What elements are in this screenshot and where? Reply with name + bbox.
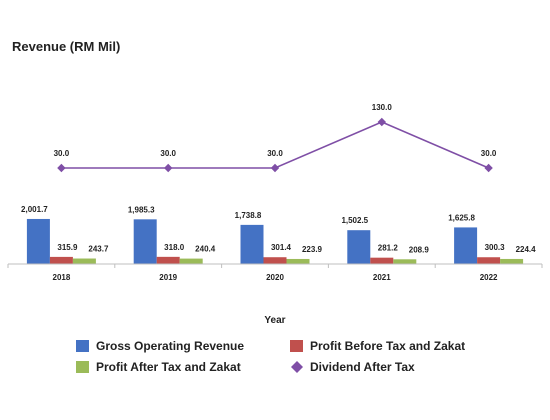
data-label-profit-before-tax-and-zakat-2020: 301.4 [271,243,292,252]
data-label-dividend-after-tax-2018: 30.0 [54,149,70,158]
data-label-profit-before-tax-and-zakat-2018: 315.9 [57,243,78,252]
marker-dividend-after-tax-2021 [377,117,386,127]
legend-swatch-dividend-after-tax [291,361,303,373]
bar-profit-after-tax-and-zakat-2021 [393,259,417,264]
x-tick-label-2022: 2022 [480,273,498,282]
data-label-profit-before-tax-and-zakat-2021: 281.2 [378,244,399,253]
chart-title: Revenue (RM Mil) [12,39,120,54]
data-label-gross-operating-revenue-2018: 2,001.7 [21,205,48,214]
data-label-gross-operating-revenue-2021: 1,502.5 [341,216,368,225]
bar-profit-after-tax-and-zakat-2020 [286,258,310,264]
data-label-dividend-after-tax-2019: 30.0 [160,149,176,158]
data-label-gross-operating-revenue-2020: 1,738.8 [235,211,262,220]
bars-layer: 2,001.7 315.9 243.7 1,985.3 318.0 240.4 1,738.… [21,205,536,264]
data-label-profit-after-tax-and-zakat-2021: 208.9 [409,245,430,254]
data-label-dividend-after-tax-2021: 130.0 [372,103,393,112]
legend-label-dividend-after-tax: Dividend After Tax [310,360,415,374]
bar-gross-operating-revenue-2018 [26,218,50,264]
legend-swatch-profit-before-tax-and-zakat [290,340,303,352]
bar-profit-before-tax-and-zakat-2019 [156,256,180,264]
data-label-profit-before-tax-and-zakat-2022: 300.3 [485,243,506,252]
x-axis: 2018 2019 2020 2021 2022 [7,263,543,282]
marker-dividend-after-tax-2019 [164,163,173,173]
data-label-gross-operating-revenue-2022: 1,625.8 [448,213,475,222]
bar-profit-after-tax-and-zakat-2019 [179,258,203,264]
data-label-profit-after-tax-and-zakat-2020: 223.9 [302,245,323,254]
legend-label-profit-after-tax-and-zakat: Profit After Tax and Zakat [96,360,241,374]
x-axis-title: Year [264,315,285,326]
legend: Gross Operating Revenue Profit Before Tax… [76,339,465,374]
data-label-profit-after-tax-and-zakat-2019: 240.4 [195,245,216,254]
x-tick-label-2021: 2021 [373,273,391,282]
legend-label-profit-before-tax-and-zakat: Profit Before Tax and Zakat [310,339,465,353]
bar-profit-before-tax-and-zakat-2018 [49,256,73,264]
bar-profit-before-tax-and-zakat-2021 [370,257,394,264]
data-label-dividend-after-tax-2022: 30.0 [481,149,497,158]
bar-gross-operating-revenue-2019 [133,219,157,264]
dividend-line-layer: 30.0 30.0 30.0 130.0 30.0 [54,103,497,173]
marker-dividend-after-tax-2018 [57,163,66,173]
line-dividend-after-tax [61,121,489,169]
bar-profit-after-tax-and-zakat-2022 [500,258,524,264]
data-label-profit-after-tax-and-zakat-2018: 243.7 [88,245,109,254]
legend-swatch-profit-after-tax-and-zakat [76,361,89,373]
data-label-dividend-after-tax-2020: 30.0 [267,149,283,158]
legend-label-gross-operating-revenue: Gross Operating Revenue [96,339,244,353]
data-label-gross-operating-revenue-2019: 1,985.3 [128,205,155,214]
bar-gross-operating-revenue-2022 [454,227,478,264]
marker-dividend-after-tax-2022 [484,163,493,173]
bar-profit-before-tax-and-zakat-2020 [263,257,287,264]
x-tick-label-2019: 2019 [159,273,177,282]
bar-gross-operating-revenue-2021 [347,230,371,264]
data-label-profit-before-tax-and-zakat-2019: 318.0 [164,243,185,252]
bar-profit-after-tax-and-zakat-2018 [72,258,96,264]
legend-swatch-gross-operating-revenue [76,340,89,352]
data-label-profit-after-tax-and-zakat-2022: 224.4 [516,245,537,254]
marker-dividend-after-tax-2020 [270,163,280,173]
bar-gross-operating-revenue-2020 [240,224,264,264]
bar-profit-before-tax-and-zakat-2022 [477,257,501,264]
x-tick-label-2020: 2020 [266,273,284,282]
x-tick-label-2018: 2018 [53,273,71,282]
